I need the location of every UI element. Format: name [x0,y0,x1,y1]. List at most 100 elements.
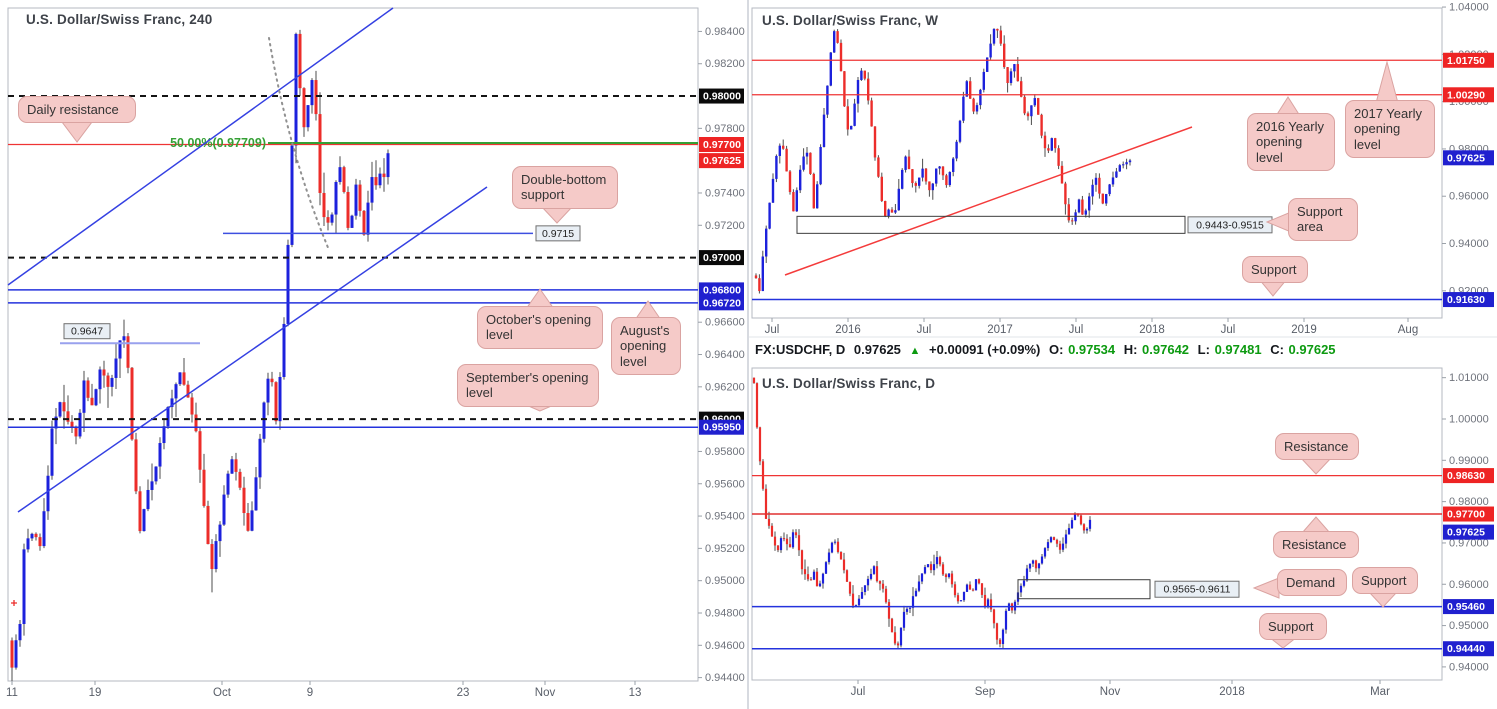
chart-panel-usdchf-240[interactable]: 50.00%(0.97709) 0.9715 0.9647 [7,7,699,682]
ticker-symbol: FX:USDCHF, D [755,342,846,357]
time-tick-label: Jul [917,324,932,336]
price-badge-text: 0.97000 [703,252,741,264]
time-axis-usdchf-240[interactable]: 11 19 Oct 9 23 Nov 13 [6,681,641,699]
callout-support-mid[interactable]: Support [1352,567,1418,595]
time-tick-label: 9 [307,687,313,699]
price-badge-0.96720 [699,295,744,311]
candles-usdchf-240 [10,29,390,681]
time-axis-usdchf-daily[interactable]: Jul Sep Nov 2018 Mar [851,680,1390,698]
price-tick-label: 0.96000 [1449,579,1489,591]
price-badge-text: 0.97700 [703,139,741,151]
time-tick-label: Nov [535,687,556,699]
callout-double-bottom-support[interactable]: Double-bottom support [512,166,618,209]
price-tick-label: 0.94400 [705,672,745,684]
callout-resistance-lower[interactable]: Resistance [1273,531,1359,559]
price-tick-label: 0.96400 [705,349,745,361]
trendline-0[interactable] [7,7,394,286]
price-badge-0.97625 [1443,150,1494,166]
price-tag-text: 0.9647 [71,326,103,338]
price-tick-label: 0.95000 [1449,620,1489,632]
price-tick-label: 0.95400 [705,511,745,523]
price-badge-0.91630 [1443,292,1494,308]
ticker-open-value: 0.97534 [1068,342,1116,357]
zone-tag-text: 0.9443-0.9515 [1196,219,1264,231]
dotted-curve-0[interactable] [268,37,330,251]
price-tick-label: 0.97800 [705,123,745,135]
price-badge-text: 1.01750 [1447,55,1485,67]
callout-support-low[interactable]: Support [1259,613,1327,641]
plot-border [751,7,1443,319]
callout-septembers-opening-level[interactable]: September's opening level [457,364,599,407]
price-tag-text: 0.9715 [542,228,574,240]
price-badge-1.00290 [1443,87,1494,103]
price-badge-text: 0.96800 [703,284,741,296]
price-tick-label: 1.01000 [1449,372,1489,384]
trendline-0[interactable] [784,126,1193,276]
ticker-change: +0.00091 (+0.09%) [929,342,1041,357]
time-tick-label: Sep [975,686,995,698]
time-tick-label: Jul [765,324,780,336]
price-axis-usdchf-daily[interactable]: 1.01000 1.00000 0.99000 0.98000 0.97000 0.960… [1442,372,1494,673]
price-badge-0.94440 [1443,641,1494,657]
ticker-open-label: O: [1048,342,1064,357]
chart-title-240: U.S. Dollar/Swiss Franc, 240 [26,12,213,27]
callout-daily-resistance[interactable]: Daily resistance [18,96,136,124]
price-badge-1.01750 [1443,52,1494,68]
price-tick-label: 0.94800 [705,607,745,619]
price-badge-text: 0.97625 [1447,152,1485,164]
ticker-high-value: 0.97642 [1142,342,1190,357]
callout-support-weekly[interactable]: Support [1242,256,1308,284]
time-tick-label: 2019 [1291,324,1317,336]
price-badge-0.97625 [1443,524,1494,540]
time-tick-label: 2017 [987,324,1013,336]
price-tick-label: 0.99000 [1449,455,1489,467]
callout-resistance-upper[interactable]: Resistance [1275,433,1359,461]
zone-box-0.9565-0.9611[interactable] [1017,579,1151,600]
price-tag[interactable] [63,323,111,340]
price-badge-0.98000 [699,88,744,104]
chart-panel-usdchf-weekly[interactable]: 0.9443-0.9515 [751,7,1443,319]
callout-yearly-2017-opening-level[interactable]: 2017 Yearly opening level [1345,100,1435,158]
price-tick-label: 0.96200 [705,381,745,393]
candles-usdchf-daily [752,377,1092,649]
callout-augusts-opening-level[interactable]: August's opening level [611,317,681,375]
zone-box-0.9443-0.9515[interactable] [796,215,1186,234]
price-badge-0.95950 [699,419,744,435]
price-tick-label: 0.94000 [1449,238,1489,250]
price-badge-0.97000 [699,250,744,266]
trendline-1[interactable] [17,186,488,513]
ticker-close-value: 0.97625 [1288,342,1336,357]
price-badge-0.97700 [699,137,744,153]
ticker-high-label: H: [1123,342,1138,357]
price-tick-label: 0.98200 [705,58,745,70]
callout-octobers-opening-level[interactable]: October's opening level [477,306,603,349]
price-tick-label: 0.96600 [705,317,745,329]
price-axis-usdchf-weekly[interactable]: 1.040001.020001.000000.980000.960000.940… [1442,2,1494,308]
ticker-low-value: 0.97481 [1214,342,1262,357]
time-axis-usdchf-weekly[interactable]: Jul 2016 Jul 2017 Jul 2018 Jul 2019 Aug [765,318,1419,336]
time-tick-label: Jul [1221,324,1236,336]
price-tag[interactable] [535,225,581,242]
zone-tag[interactable] [1187,216,1273,234]
callout-support-area[interactable]: Support area [1288,198,1358,241]
plot-border [751,367,1443,681]
price-tick-label: 0.97400 [705,187,745,199]
zone-tag[interactable] [1154,580,1240,598]
cross-marker[interactable] [11,600,17,606]
callout-yearly-2016-opening-level[interactable]: 2016 Yearly opening level [1247,113,1335,171]
price-tick-label: 1.00000 [1449,413,1489,425]
ticker-strip: FX:USDCHF, D 0.97625 ▲ +0.00091 (+0.09%)… [755,342,1341,357]
callout-demand[interactable]: Demand [1277,569,1347,597]
time-tick-label: 11 [6,687,18,699]
price-badge-text: 0.94440 [1447,643,1485,655]
chart-title-weekly: U.S. Dollar/Swiss Franc, W [762,13,939,28]
time-tick-label: 19 [89,687,102,699]
price-badge-0.97625 [699,153,744,169]
price-badge-text: 0.97700 [1447,509,1485,521]
chart-panel-usdchf-daily[interactable]: 0.9565-0.9611 [751,367,1443,681]
price-tick-label: 0.94600 [705,640,745,652]
price-tick-label: 0.95200 [705,543,745,555]
up-arrow-icon: ▲ [909,345,921,357]
time-tick-label: Aug [1398,324,1418,336]
price-axis-usdchf-240[interactable]: 0.98400 0.98200 0.97800 0.97400 0.97200 0.966… [698,26,745,684]
